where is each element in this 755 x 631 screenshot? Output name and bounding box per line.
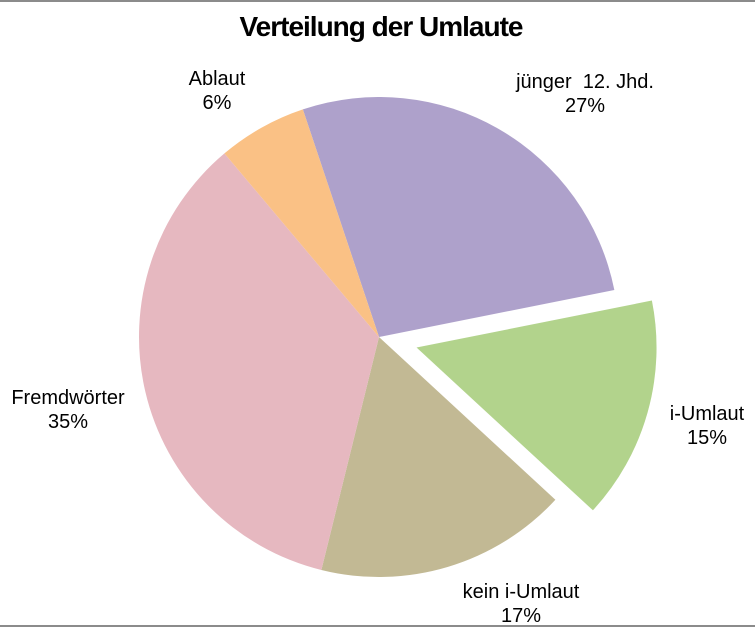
slice-label-i-umlaut: i-Umlaut 15% <box>670 402 744 450</box>
pie-slice-kein-i-umlaut[interactable] <box>321 337 556 577</box>
slice-label-text: kein i-Umlaut <box>462 581 580 603</box>
slice-label-percent: 15% <box>686 427 728 449</box>
slice-label-kein-i-umlaut: kein i-Umlaut 17% <box>463 580 580 628</box>
window-bottom-edge <box>0 625 755 627</box>
slice-label-fremdwoerter: Fremdwörter 35% <box>11 386 124 434</box>
pie-slice-fremdwoerter[interactable] <box>139 153 379 570</box>
slice-label-ablaut: Ablaut 6% <box>189 67 246 115</box>
chart-title: Verteilung der Umlaute <box>239 11 524 42</box>
slice-label-percent: 35% <box>47 411 89 433</box>
pie-slice-juenger-12-jhd[interactable] <box>302 96 615 337</box>
slice-label-text: jünger 12. Jhd. <box>516 71 654 93</box>
window-top-edge <box>0 0 755 2</box>
slice-label-percent: 6% <box>202 92 232 114</box>
slice-label-juenger-12-jhd: jünger 12. Jhd. 27% <box>516 70 654 118</box>
pie-slice-ablaut[interactable] <box>224 109 379 338</box>
slice-label-text: i-Umlaut <box>669 403 745 425</box>
pie-slice-i-umlaut[interactable] <box>416 300 657 511</box>
slice-label-text: Ablaut <box>188 68 246 90</box>
slice-label-text: Fremdwörter <box>11 387 125 409</box>
slice-label-percent: 17% <box>500 605 542 627</box>
slice-label-percent: 27% <box>564 95 606 117</box>
